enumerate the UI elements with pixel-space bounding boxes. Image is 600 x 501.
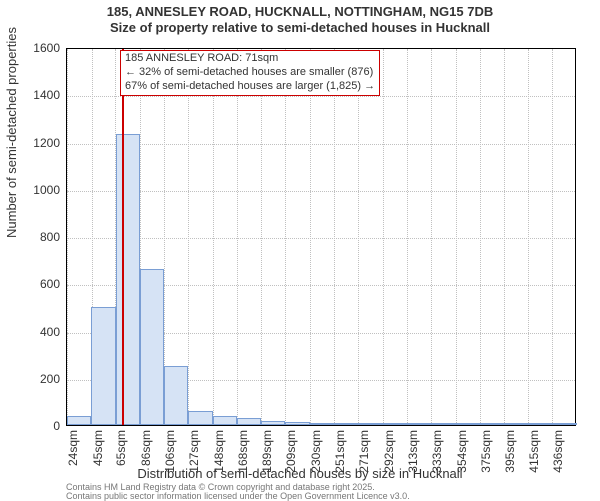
gridline-v <box>358 49 359 425</box>
gridline-v <box>528 49 529 425</box>
histogram-bar <box>310 423 334 425</box>
gridline-v <box>383 49 384 425</box>
x-tick-label: 230sqm <box>309 430 323 490</box>
x-tick-label: 415sqm <box>527 430 541 490</box>
plot-area <box>66 48 576 426</box>
title-block: 185, ANNESLEY ROAD, HUCKNALL, NOTTINGHAM… <box>0 0 600 37</box>
gridline-h <box>67 144 575 145</box>
histogram-bar <box>188 411 212 425</box>
x-tick-label: 292sqm <box>382 430 396 490</box>
gridline-v <box>407 49 408 425</box>
histogram-bar <box>358 423 382 425</box>
gridline-v <box>213 49 214 425</box>
annotation-line-0: 185 ANNESLEY ROAD: 71sqm <box>125 52 375 66</box>
x-tick-label: 65sqm <box>114 430 128 490</box>
annotation-line-2: 67% of semi-detached houses are larger (… <box>125 80 375 94</box>
gridline-h <box>67 191 575 192</box>
x-tick-label: 313sqm <box>406 430 420 490</box>
gridline-v <box>67 49 68 425</box>
x-tick-label: 189sqm <box>260 430 274 490</box>
gridline-h <box>67 238 575 239</box>
title-line-1: 185, ANNESLEY ROAD, HUCKNALL, NOTTINGHAM… <box>0 4 600 20</box>
x-axis-label: Distribution of semi-detached houses by … <box>0 466 600 481</box>
histogram-bar <box>552 423 576 425</box>
y-tick-label: 1600 <box>10 41 60 55</box>
histogram-bar <box>261 421 285 425</box>
gridline-h <box>67 96 575 97</box>
x-tick-label: 333sqm <box>430 430 444 490</box>
x-tick-label: 127sqm <box>187 430 201 490</box>
histogram-bar <box>285 422 309 425</box>
gridline-v <box>480 49 481 425</box>
histogram-bar <box>334 423 358 425</box>
x-tick-label: 395sqm <box>503 430 517 490</box>
y-axis-label: Number of semi-detached properties <box>4 27 19 238</box>
annotation-line-1: ← 32% of semi-detached houses are smalle… <box>125 66 375 80</box>
gridline-v <box>188 49 189 425</box>
gridline-v <box>504 49 505 425</box>
gridline-v <box>285 49 286 425</box>
gridline-v <box>552 49 553 425</box>
x-tick-label: 24sqm <box>66 430 80 490</box>
histogram-bar <box>91 307 115 425</box>
x-tick-label: 436sqm <box>551 430 565 490</box>
histogram-bar <box>407 423 431 425</box>
x-tick-label: 45sqm <box>91 430 105 490</box>
histogram-bar <box>164 366 188 425</box>
x-tick-label: 148sqm <box>212 430 226 490</box>
chart-container: 185, ANNESLEY ROAD, HUCKNALL, NOTTINGHAM… <box>0 0 600 500</box>
x-tick-label: 86sqm <box>139 430 153 490</box>
y-tick-label: 0 <box>10 419 60 433</box>
histogram-bar <box>504 423 528 425</box>
x-tick-label: 271sqm <box>357 430 371 490</box>
histogram-bar <box>67 416 91 425</box>
y-tick-label: 1400 <box>10 88 60 102</box>
x-tick-label: 251sqm <box>333 430 347 490</box>
x-tick-label: 168sqm <box>236 430 250 490</box>
y-tick-label: 1000 <box>10 183 60 197</box>
x-tick-label: 375sqm <box>479 430 493 490</box>
y-tick-label: 600 <box>10 277 60 291</box>
gridline-v <box>456 49 457 425</box>
gridline-v <box>431 49 432 425</box>
gridline-v <box>310 49 311 425</box>
histogram-bar <box>431 423 455 425</box>
footer-attrib: Contains HM Land Registry data © Crown c… <box>66 483 410 501</box>
y-tick-label: 200 <box>10 372 60 386</box>
property-indicator-line <box>122 49 124 425</box>
y-tick-label: 800 <box>10 230 60 244</box>
x-tick-label: 354sqm <box>455 430 469 490</box>
histogram-bar <box>479 423 503 425</box>
x-tick-label: 209sqm <box>284 430 298 490</box>
histogram-bar <box>140 269 164 425</box>
histogram-bar <box>528 423 552 425</box>
x-tick-label: 106sqm <box>163 430 177 490</box>
histogram-bar <box>116 134 140 425</box>
histogram-bar <box>213 416 237 425</box>
histogram-bar <box>455 423 479 425</box>
gridline-v <box>261 49 262 425</box>
title-line-2: Size of property relative to semi-detach… <box>0 20 600 36</box>
gridline-v <box>237 49 238 425</box>
histogram-bar <box>237 418 261 425</box>
y-tick-label: 1200 <box>10 136 60 150</box>
y-tick-label: 400 <box>10 325 60 339</box>
histogram-bar <box>382 423 406 425</box>
gridline-v <box>334 49 335 425</box>
annotation-box: 185 ANNESLEY ROAD: 71sqm← 32% of semi-de… <box>120 50 380 96</box>
